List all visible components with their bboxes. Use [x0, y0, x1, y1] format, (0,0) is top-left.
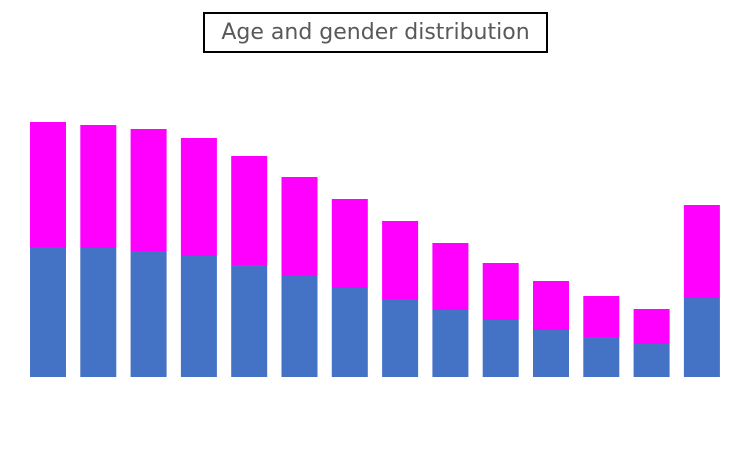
bar-male-3	[130, 251, 167, 377]
bar-group-4	[180, 138, 217, 377]
bar-female-13	[633, 309, 670, 344]
bar-male-8	[382, 299, 419, 377]
bar-group-11	[533, 281, 569, 377]
bar-male-4	[180, 256, 217, 377]
bar-group-10	[482, 263, 519, 377]
bar-female-3	[130, 129, 167, 251]
bar-male-5	[231, 265, 268, 377]
bar-group-6	[281, 177, 318, 377]
chart-title: Age and gender distribution	[203, 12, 548, 53]
bar-male-9	[432, 310, 469, 377]
bar-male-11	[533, 330, 569, 377]
bar-group-12	[583, 296, 620, 377]
bar-male-6	[281, 276, 318, 377]
bar-male-13	[633, 344, 670, 377]
bar-group-14	[683, 205, 720, 377]
bar-group-3	[130, 129, 167, 377]
bar-female-4	[180, 138, 217, 256]
bar-female-9	[432, 243, 469, 310]
bar-group-2	[80, 125, 117, 377]
bar-female-14	[683, 205, 720, 298]
bar-group-1	[30, 122, 66, 377]
bar-male-12	[583, 337, 620, 377]
bar-female-5	[231, 156, 268, 265]
bar-group-7	[331, 199, 368, 377]
bar-female-11	[533, 281, 569, 330]
bar-male-7	[331, 288, 368, 377]
bar-female-2	[80, 125, 117, 248]
bar-male-2	[80, 248, 117, 377]
bar-female-6	[281, 177, 318, 276]
bar-male-10	[482, 320, 519, 377]
bar-group-9	[432, 243, 469, 377]
bar-group-5	[231, 156, 268, 377]
bar-female-12	[583, 296, 620, 337]
bar-male-1	[30, 247, 66, 377]
bar-female-8	[382, 221, 419, 299]
bar-female-1	[30, 122, 66, 247]
bar-group-13	[633, 309, 670, 377]
bar-female-10	[482, 263, 519, 320]
bar-female-7	[331, 199, 368, 288]
bar-group-8	[382, 221, 419, 377]
bar-male-14	[683, 298, 720, 377]
